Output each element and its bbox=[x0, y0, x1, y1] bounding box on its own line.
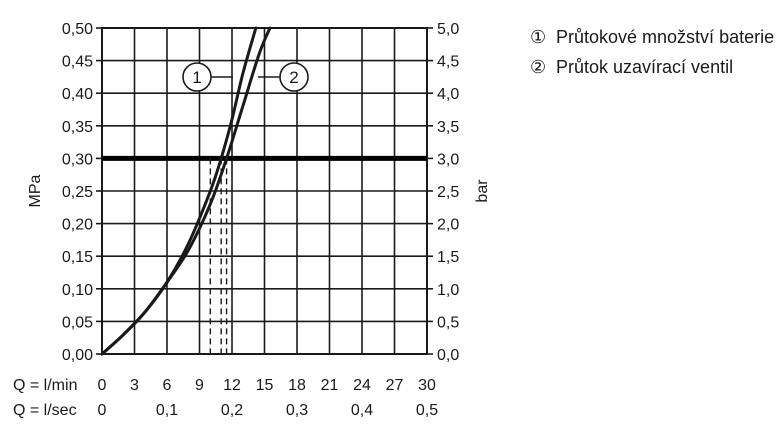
callout-circle-1 bbox=[182, 62, 212, 92]
legend-number-1: ① bbox=[530, 27, 547, 47]
x-row1-tick-label: 0 bbox=[98, 377, 107, 394]
y-left-tick-label: 0,35 bbox=[62, 119, 93, 136]
x-row2-prefix: Q = l/sec bbox=[13, 402, 77, 419]
y-right-tick-label: 3,0 bbox=[437, 151, 459, 168]
series-curve-2 bbox=[100, 26, 272, 356]
x-row1-tick-label: 15 bbox=[256, 377, 274, 394]
x-row1-tick-label: 12 bbox=[223, 377, 241, 394]
y-right-axis-title: bar bbox=[474, 179, 491, 203]
y-right-tick-label: 0,5 bbox=[437, 314, 459, 331]
x-row2-tick-label: 0,1 bbox=[156, 402, 178, 419]
x-row2-tick-label: 0,2 bbox=[221, 402, 243, 419]
y-left-tick-label: 0,20 bbox=[62, 217, 93, 234]
y-right-tick-label: 1,0 bbox=[437, 282, 459, 299]
legend-text-1: Průtokové množství baterie bbox=[556, 27, 775, 47]
legend-text-2: Průtok uzavírací ventil bbox=[556, 57, 734, 77]
y-right-tick-label: 1,5 bbox=[437, 249, 459, 266]
y-left-tick-label: 0,05 bbox=[62, 314, 93, 331]
y-left-tick-label: 0,50 bbox=[62, 21, 93, 38]
y-left-tick-label: 0,30 bbox=[62, 151, 93, 168]
x-row2-tick-label: 0,5 bbox=[416, 402, 438, 419]
x-row1-tick-label: 27 bbox=[386, 377, 404, 394]
plot-frame bbox=[101, 27, 428, 355]
x-row1-tick-label: 24 bbox=[353, 377, 371, 394]
x-row2-tick-label: 0,3 bbox=[286, 402, 308, 419]
y-left-tick-label: 0,10 bbox=[62, 282, 93, 299]
y-left-tick-label: 0,40 bbox=[62, 86, 93, 103]
y-right-tick-label: 2,5 bbox=[437, 184, 459, 201]
y-left-tick-label: 0,00 bbox=[62, 347, 93, 364]
callout-label-1: 1 bbox=[192, 68, 201, 87]
x-row1-tick-label: 6 bbox=[163, 377, 172, 394]
legend-number-2: ② bbox=[530, 57, 547, 77]
y-right-tick-label: 4,5 bbox=[437, 54, 459, 71]
x-row1-tick-label: 30 bbox=[418, 377, 436, 394]
y-left-tick-label: 0,15 bbox=[62, 249, 93, 266]
x-row2-tick-label: 0,4 bbox=[351, 402, 373, 419]
y-left-tick-label: 0,25 bbox=[62, 184, 93, 201]
x-row1-tick-label: 21 bbox=[321, 377, 339, 394]
x-row1-tick-label: 18 bbox=[288, 377, 306, 394]
y-right-tick-label: 3,5 bbox=[437, 119, 459, 136]
x-row1-prefix: Q = l/min bbox=[13, 377, 77, 394]
y-right-tick-label: 2,0 bbox=[437, 217, 459, 234]
legend-item-1: ① Průtokové množství baterie bbox=[530, 26, 775, 48]
x-row1-tick-label: 3 bbox=[130, 377, 139, 394]
y-left-axis-title: MPa bbox=[27, 174, 44, 207]
callout-circle-2 bbox=[279, 62, 309, 92]
y-right-tick-label: 5,0 bbox=[437, 21, 459, 38]
x-row2-tick-label: 0 bbox=[98, 402, 107, 419]
legend-item-2: ② Průtok uzavírací ventil bbox=[530, 56, 775, 78]
callout-label-2: 2 bbox=[289, 68, 298, 87]
legend: ① Průtokové množství baterie ② Průtok uz… bbox=[530, 26, 775, 86]
y-right-tick-label: 4,0 bbox=[437, 86, 459, 103]
y-right-tick-label: 0,0 bbox=[437, 347, 459, 364]
y-left-tick-label: 0,45 bbox=[62, 54, 93, 71]
x-row1-tick-label: 9 bbox=[195, 377, 204, 394]
tick-labels: 0,00 0,00,05 0,50,10 1,00,15 1,50,20 2,00,25 2… bbox=[13, 21, 491, 419]
